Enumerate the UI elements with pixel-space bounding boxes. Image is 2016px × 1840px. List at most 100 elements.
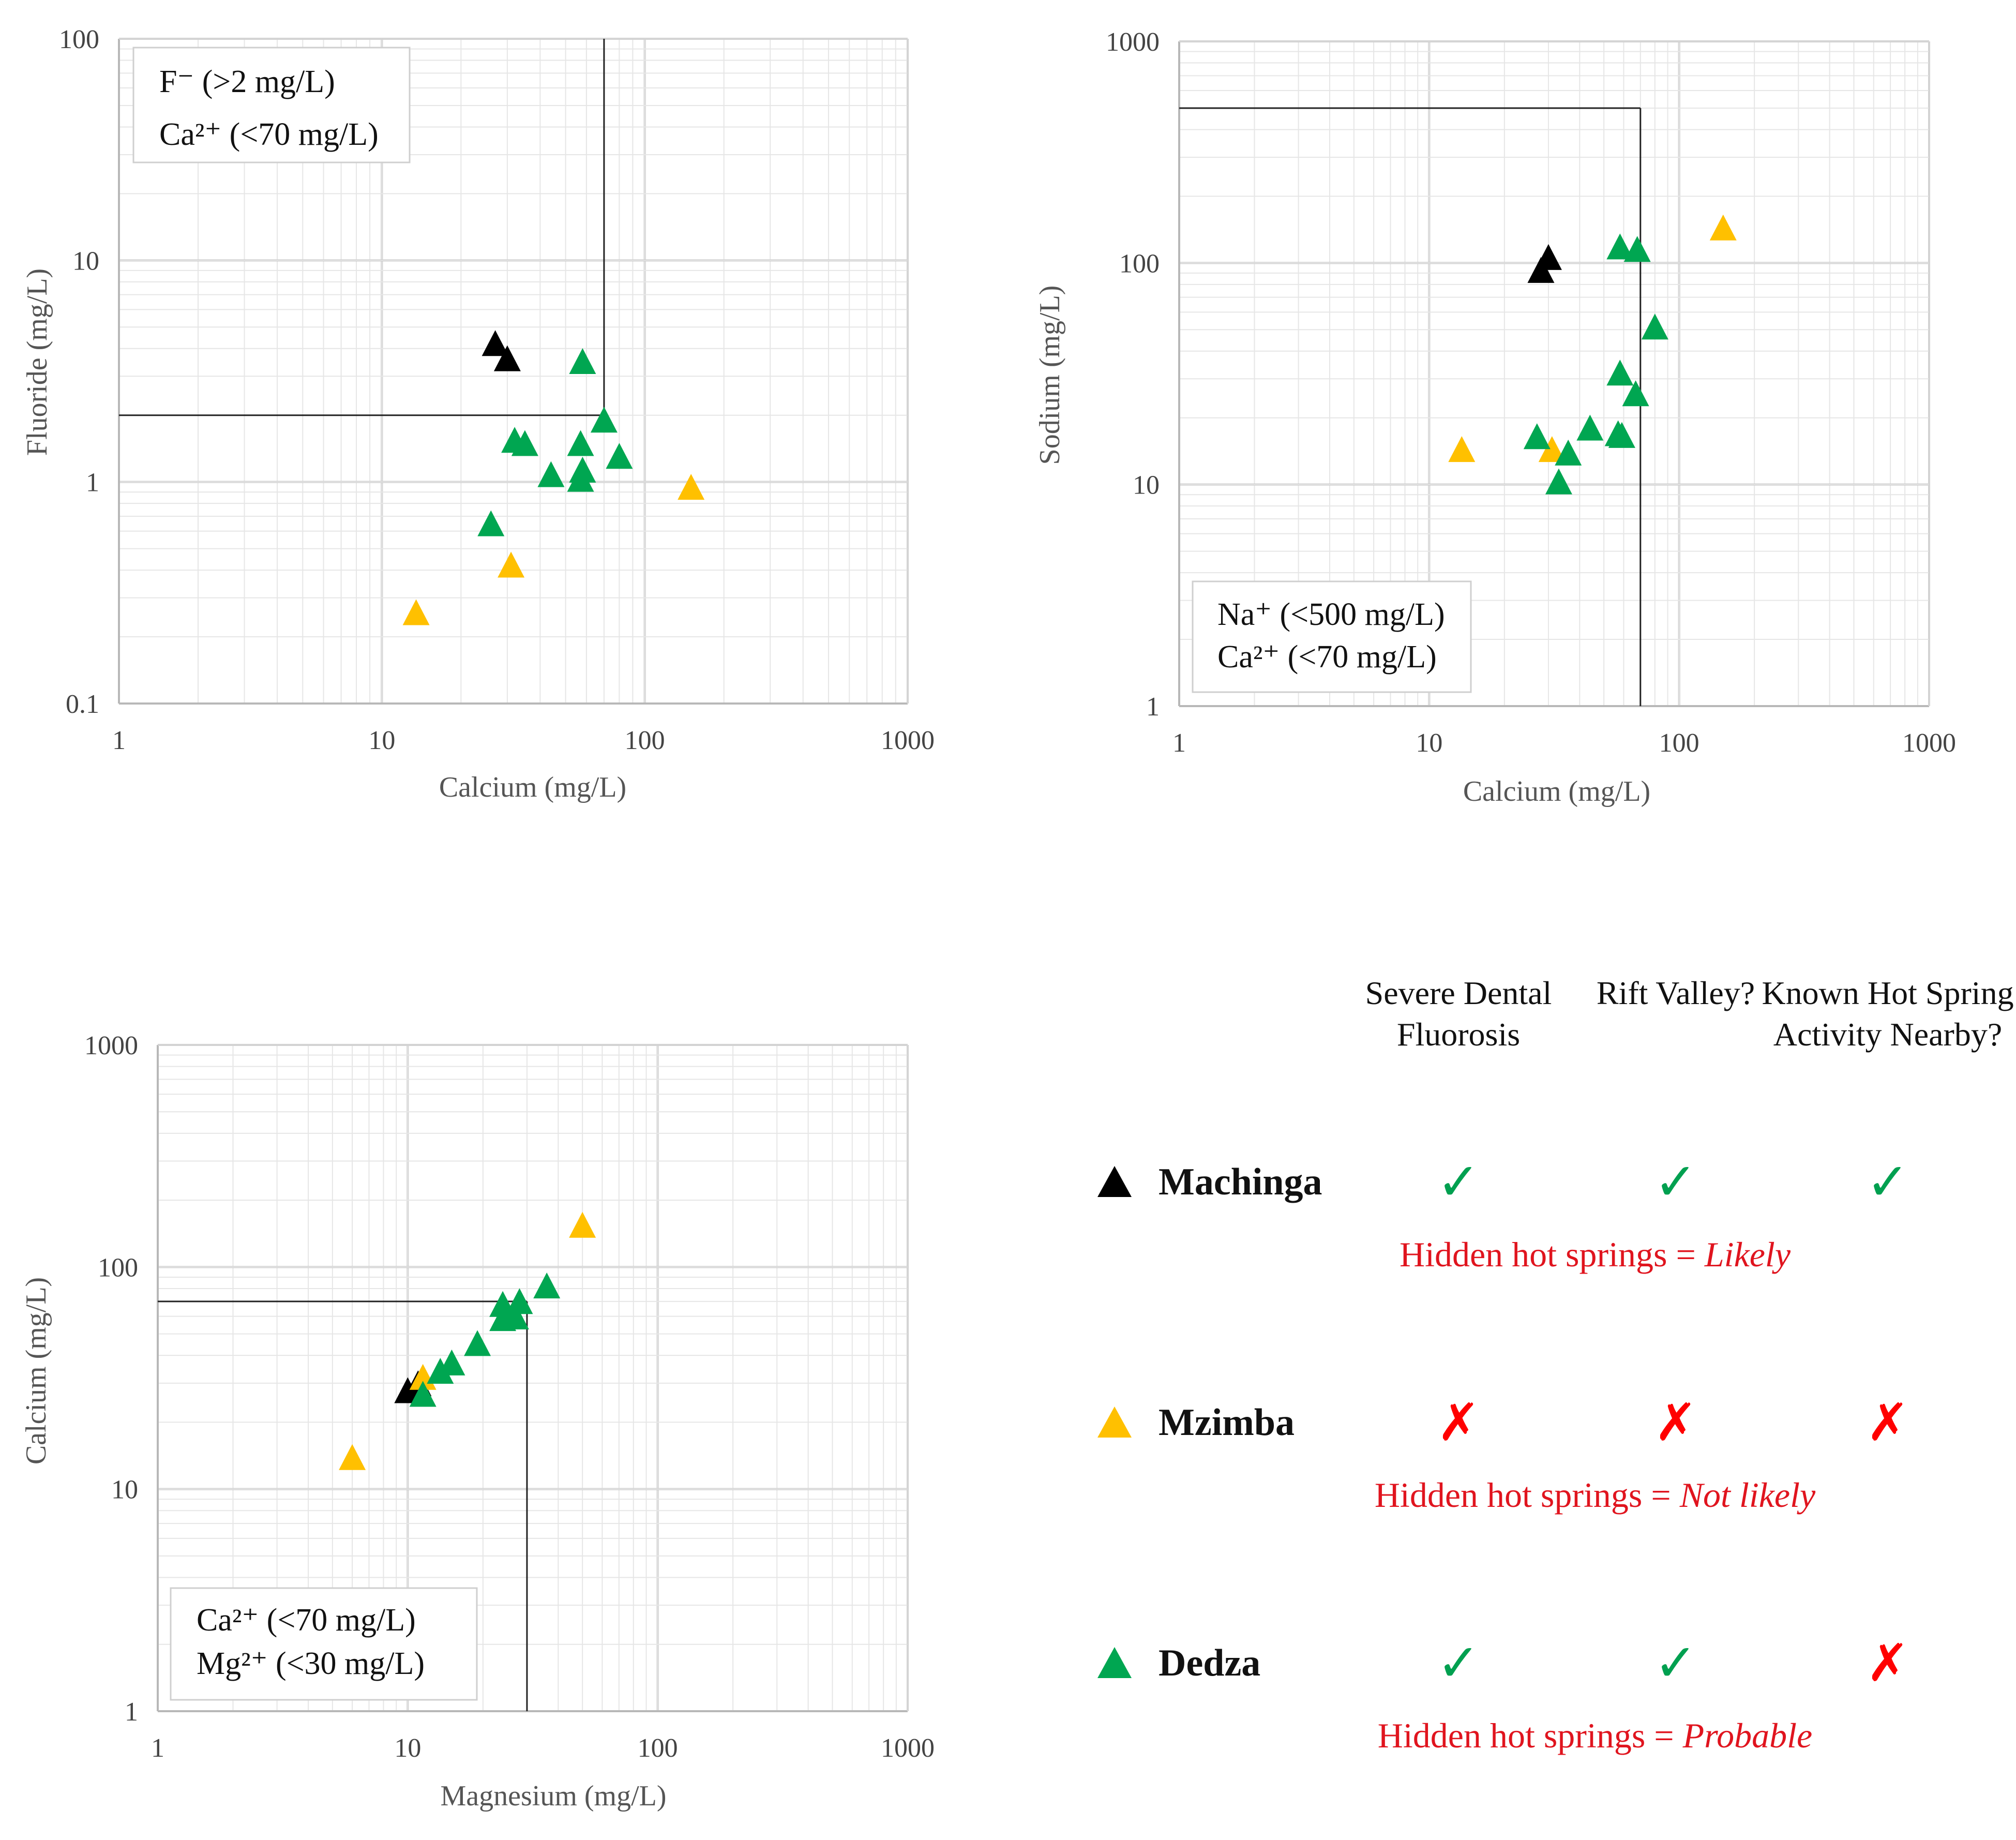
point-mzimba [498,551,525,578]
point-mzimba [339,1444,366,1470]
legend-box [132,47,411,163]
data-points [339,1211,596,1470]
legend-line-1: Na⁺ (<500 mg/L) [1217,597,1445,632]
y-tick-label: 1 [125,1697,138,1727]
x-tick-label: 100 [638,1733,678,1763]
cross-icon: ✗ [1866,1392,1909,1453]
tick-labels: 1 10 100 1000 1 10 100 1000 [1106,27,1956,758]
point-dedza [606,443,633,469]
data-points [1448,214,1737,495]
y-tick-label: 10 [1133,471,1160,500]
header-rift-valley: Rift Valley? [1596,975,1755,1011]
threshold-lines [119,39,605,416]
tick-labels: 1 10 100 1000 1 10 100 1000 [84,1031,935,1763]
cross-icon: ✗ [1866,1633,1909,1693]
x-tick-label: 100 [625,726,665,755]
threshold-lines [1179,107,1642,706]
point-dedza [1555,439,1582,466]
point-dedza [1606,360,1634,386]
point-dedza [1545,468,1572,495]
y-axis-title: Sodium (mg/L) [1034,286,1066,465]
mzimba-marker-icon [1097,1407,1132,1438]
verdict-text: Hidden hot springs = Probable [1377,1716,1813,1755]
x-tick-label: 10 [1416,728,1442,758]
point-dedza [567,430,594,456]
point-mzimba [1448,436,1476,462]
region-name: Mzimba [1159,1401,1295,1444]
y-tick-label: 1000 [84,1031,138,1060]
machinga-marker-icon [1097,1166,1132,1197]
checkmark-icon: ✓ [1866,1151,1909,1212]
y-tick-label: 10 [111,1475,138,1505]
region-row-machinga: Machinga ✓ ✓ ✓ Hidden hot springs = Like… [1076,1154,2016,1288]
point-dedza [1608,422,1635,448]
checkmark-icon: ✓ [1654,1633,1697,1693]
point-mzimba [1709,214,1737,241]
dedza-marker-icon [1097,1647,1132,1678]
point-dedza [489,1291,517,1317]
x-axis-title: Magnesium (mg/L) [440,1780,666,1812]
point-dedza [1623,236,1651,262]
x-tick-label: 1 [151,1733,164,1763]
point-machinga [1534,244,1562,270]
point-dedza [1606,233,1634,260]
legend-line-2: Ca²⁺ (<70 mg/L) [159,117,379,152]
x-tick-label: 1000 [1902,728,1956,758]
summary-table: Severe Dental Fluorosis Rift Valley? Kno… [1076,973,2016,1800]
point-dedza [409,1381,437,1407]
threshold-lines [158,1300,528,1711]
x-tick-label: 1 [1172,728,1186,758]
point-machinga [394,1377,422,1403]
x-tick-label: 100 [1659,728,1699,758]
point-mzimba [678,474,705,500]
point-mzimba [402,599,430,625]
checkmark-icon: ✓ [1654,1151,1697,1212]
point-mzimba [569,1211,596,1238]
region-row-dedza: Dedza ✓ ✓ ✗ Hidden hot springs = Probabl… [1076,1635,2016,1769]
header-hot-spring: Known Hot Spring Activity Nearby? [1762,975,2014,1053]
legend-line-1: Ca²⁺ (<70 mg/L) [197,1603,416,1638]
point-dedza [511,430,538,456]
point-dedza [427,1358,454,1384]
y-tick-label: 10 [72,246,99,276]
region-name: Dedza [1159,1642,1261,1684]
x-axis-title: Calcium (mg/L) [439,771,626,803]
x-tick-label: 10 [394,1733,421,1763]
y-tick-label: 1 [1146,692,1160,722]
point-dedza [1622,380,1649,407]
tick-labels: 1 10 100 1000 0.1 1 10 100 [59,25,935,755]
y-axis-title: Fluoride (mg/L) [21,268,53,456]
point-dedza [1641,313,1668,340]
x-tick-label: 1000 [881,726,935,755]
x-tick-label: 1000 [881,1733,935,1763]
cross-icon: ✗ [1654,1392,1697,1453]
point-mzimba [1538,436,1566,462]
y-tick-label: 100 [1119,249,1160,278]
verdict-text: Hidden hot springs = Likely [1399,1235,1791,1274]
point-dedza [438,1349,465,1375]
y-tick-label: 1 [86,468,99,498]
legend-box [170,1587,478,1701]
y-axis-title: Calcium (mg/L) [20,1277,52,1464]
point-dedza [1576,414,1604,441]
point-dedza [569,348,596,375]
point-machinga [482,330,509,356]
verdict-value: Not likely [1679,1475,1816,1515]
cross-icon: ✗ [1437,1392,1480,1453]
point-dedza [590,407,618,433]
point-machinga [1527,257,1555,283]
point-dedza [569,456,596,483]
verdict-value: Probable [1682,1716,1813,1755]
x-tick-label: 1 [112,726,126,755]
fluoride-calcium-chart: 1 10 100 1000 0.1 1 10 100 F⁻ (>2 mg/L) Ca²⁺ (<… [21,25,935,803]
point-dedza [464,1330,491,1356]
y-tick-label: 0.1 [66,690,99,719]
verdict-text: Hidden hot springs = Not likely [1374,1475,1816,1515]
legend-line-1: F⁻ (>2 mg/L) [159,64,335,99]
legend-line-2: Mg²⁺ (<30 mg/L) [197,1646,425,1681]
checkmark-icon: ✓ [1437,1633,1480,1693]
header-dental-fluorosis: Severe Dental Fluorosis [1365,975,1552,1053]
x-tick-label: 10 [368,726,395,755]
calcium-magnesium-chart: 1 10 100 1000 1 10 100 1000 Ca²⁺ (<70 mg/L) Mg²… [20,1031,935,1812]
point-dedza [537,461,565,487]
